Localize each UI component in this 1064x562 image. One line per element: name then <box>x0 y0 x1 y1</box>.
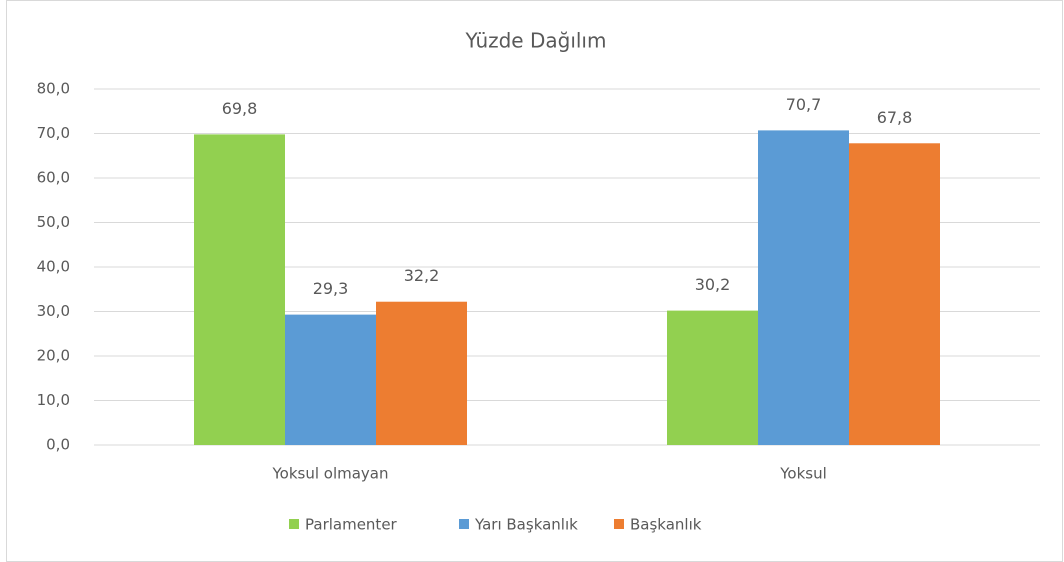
x-tick-label: Yoksul olmayan <box>271 465 388 483</box>
x-tick-label: Yoksul <box>779 465 827 483</box>
y-tick-label: 0,0 <box>46 436 70 454</box>
legend-label: Yarı Başkanlık <box>474 516 578 534</box>
legend-swatch <box>289 519 299 529</box>
data-label: 70,7 <box>786 95 822 114</box>
legend-swatch <box>459 519 469 529</box>
bar <box>376 301 467 445</box>
chart-title: Yüzde Dağılım <box>465 29 607 53</box>
data-label: 30,2 <box>695 275 731 294</box>
bar <box>849 143 940 446</box>
legend-label: Başkanlık <box>630 516 702 534</box>
legend-label: Parlamenter <box>305 516 398 534</box>
bar <box>194 134 285 445</box>
legend-swatch <box>614 519 624 529</box>
y-tick-label: 40,0 <box>37 258 70 276</box>
y-tick-label: 20,0 <box>37 347 70 365</box>
bar <box>285 314 376 445</box>
bar <box>667 310 758 445</box>
data-label: 67,8 <box>877 108 913 127</box>
y-tick-label: 80,0 <box>37 80 70 98</box>
data-label: 32,2 <box>404 266 440 285</box>
y-tick-label: 30,0 <box>37 302 70 320</box>
data-label: 69,8 <box>222 99 258 118</box>
data-label: 29,3 <box>313 279 349 298</box>
y-tick-label: 50,0 <box>37 213 70 231</box>
y-tick-label: 60,0 <box>37 169 70 187</box>
y-tick-label: 10,0 <box>37 391 70 409</box>
bar <box>758 130 849 445</box>
y-tick-label: 70,0 <box>37 124 70 142</box>
